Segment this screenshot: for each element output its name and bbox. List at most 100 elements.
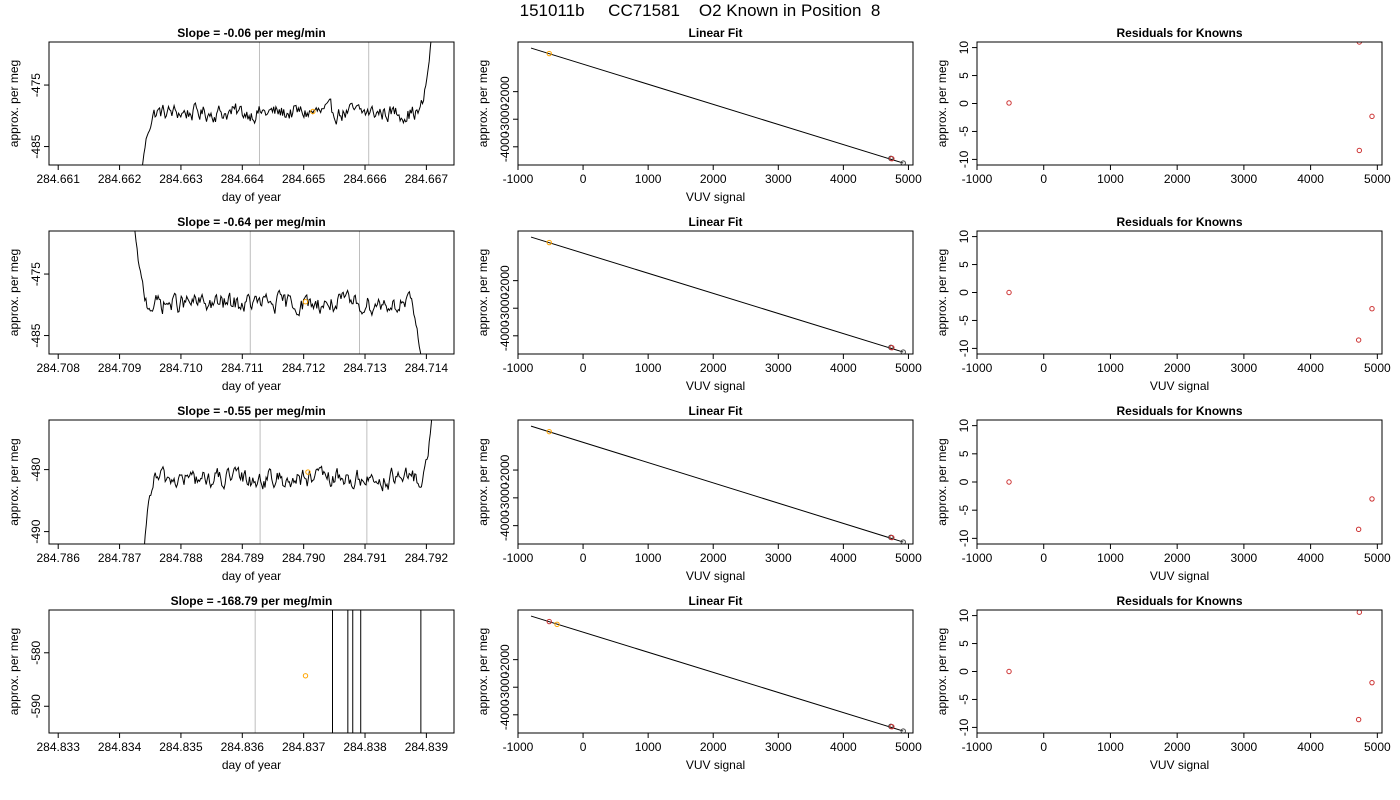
y-tick-label: -3000 <box>498 482 512 513</box>
y-axis-label: approx. per meg <box>476 438 490 525</box>
fit-line <box>530 47 904 164</box>
plot-frame <box>48 230 455 355</box>
plot-area <box>134 231 422 354</box>
x-axis-label: VUV signal <box>1150 379 1209 393</box>
x-tick-label: 5000 <box>1364 172 1391 186</box>
y-tick-label: -3000 <box>498 672 512 703</box>
y-tick-label: -4000 <box>498 320 512 351</box>
plot-area <box>530 615 906 733</box>
x-tick-label: 284.709 <box>98 361 142 375</box>
data-point <box>889 534 895 541</box>
data-point <box>1369 679 1375 686</box>
chart-panel-3-linear-fit: Linear Fit -1000 0 1000 2000 3000 4000 5000 -200… <box>476 404 922 583</box>
chart-panel-3-residuals: Residuals for Knowns -1000 0 1000 2000 3000 40… <box>935 404 1391 583</box>
x-tick-label: 284.835 <box>159 740 203 754</box>
x-tick-label: 4000 <box>830 361 857 375</box>
x-tick-label: 284.711 <box>221 361 264 375</box>
data-trace <box>134 231 422 354</box>
plot-frame <box>976 230 1383 355</box>
x-tick-label: 284.790 <box>282 551 326 565</box>
x-tick-label: 1000 <box>1097 172 1124 186</box>
data-point <box>1355 337 1362 343</box>
data-point <box>1356 610 1363 615</box>
y-tick-label: -10 <box>957 529 971 547</box>
x-tick-label: 2000 <box>700 361 727 375</box>
data-point <box>1006 289 1012 296</box>
y-tick-label: -490 <box>29 519 43 543</box>
x-tick-label: 284.712 <box>282 361 326 375</box>
y-tick-label: 5 <box>957 450 971 457</box>
data-point <box>1355 716 1362 723</box>
x-tick-label: 5000 <box>1364 361 1391 375</box>
x-tick-label: -1000 <box>962 740 993 754</box>
x-tick-label: 3000 <box>765 361 792 375</box>
chart-title: Residuals for Knowns <box>1116 594 1242 608</box>
x-tick-label: 284.788 <box>159 551 203 565</box>
x-tick-label: -1000 <box>503 740 534 754</box>
y-tick-label: 0 <box>957 100 971 107</box>
x-tick-label: 1000 <box>635 551 662 565</box>
y-tick-label: -3000 <box>498 293 512 324</box>
data-point <box>1356 42 1363 45</box>
y-tick-label: -5 <box>957 694 971 705</box>
data-point <box>900 539 906 544</box>
y-axis-label: approx. per meg <box>935 438 949 525</box>
data-point <box>889 155 895 162</box>
data-point <box>889 723 895 730</box>
y-axis-label: approx. per meg <box>7 60 21 147</box>
data-point <box>889 344 895 351</box>
fit-line <box>530 236 904 353</box>
x-tick-label: 284.710 <box>159 361 203 375</box>
x-tick-label: 284.708 <box>37 361 81 375</box>
data-point <box>900 349 906 354</box>
x-tick-label: 1000 <box>1097 740 1124 754</box>
y-tick-label: -2000 <box>498 76 512 107</box>
x-tick-label: 1000 <box>635 740 662 754</box>
x-tick-label: 4000 <box>830 551 857 565</box>
x-axis-label: day of year <box>222 379 281 393</box>
x-tick-label: 4000 <box>1297 551 1324 565</box>
x-tick-label: 284.786 <box>37 551 81 565</box>
chart-panel-4-linear-fit: Linear Fit -1000 0 1000 2000 3000 4000 5000 -200… <box>476 594 922 772</box>
x-axis-label: VUV signal <box>686 190 745 204</box>
plot-area <box>530 425 906 544</box>
x-tick-label: 284.665 <box>282 172 326 186</box>
plot-area <box>1006 479 1375 533</box>
x-tick-label: 4000 <box>1297 740 1324 754</box>
x-tick-label: 3000 <box>765 172 792 186</box>
data-point <box>546 428 552 435</box>
y-axis-label: approx. per meg <box>935 249 949 336</box>
y-tick-label: -5 <box>957 315 971 326</box>
x-tick-label: 284.837 <box>282 740 326 754</box>
chart-panel-2-residuals: Residuals for Knowns -1000 0 1000 2000 3000 40… <box>935 215 1391 393</box>
y-axis-label: approx. per meg <box>7 249 21 336</box>
x-tick-label: 5000 <box>1364 551 1391 565</box>
y-tick-label: 0 <box>957 289 971 296</box>
plot-area <box>530 236 906 354</box>
data-point <box>546 50 552 57</box>
x-tick-label: 284.789 <box>221 551 265 565</box>
y-tick-label: 10 <box>957 230 971 244</box>
y-axis-label: approx. per meg <box>476 249 490 336</box>
y-tick-label: 5 <box>957 72 971 79</box>
chart-panel-1-time-series: Slope = -0.06 per meg/min 284.661 284.662 2… <box>7 26 455 204</box>
y-tick-label: -10 <box>957 339 971 357</box>
x-tick-label: -1000 <box>962 551 993 565</box>
x-tick-label: 2000 <box>1164 551 1191 565</box>
x-tick-label: 284.661 <box>37 172 81 186</box>
y-tick-label: 10 <box>957 41 971 55</box>
plot-area <box>1006 289 1375 343</box>
plot-frame <box>517 230 914 355</box>
x-tick-label: 284.667 <box>405 172 449 186</box>
fit-line <box>530 615 904 732</box>
chart-title: Residuals for Knowns <box>1116 215 1242 229</box>
x-tick-label: 284.792 <box>405 551 449 565</box>
y-tick-label: -590 <box>29 694 43 718</box>
x-tick-label: 1000 <box>1097 361 1124 375</box>
x-tick-label: 284.838 <box>343 740 387 754</box>
y-tick-label: 10 <box>957 609 971 623</box>
data-point <box>1356 147 1363 154</box>
data-point <box>1369 306 1375 312</box>
x-tick-label: 2000 <box>700 551 727 565</box>
chart-panel-3-time-series: Slope = -0.55 per meg/min 284.786 284.787 2… <box>7 404 455 583</box>
